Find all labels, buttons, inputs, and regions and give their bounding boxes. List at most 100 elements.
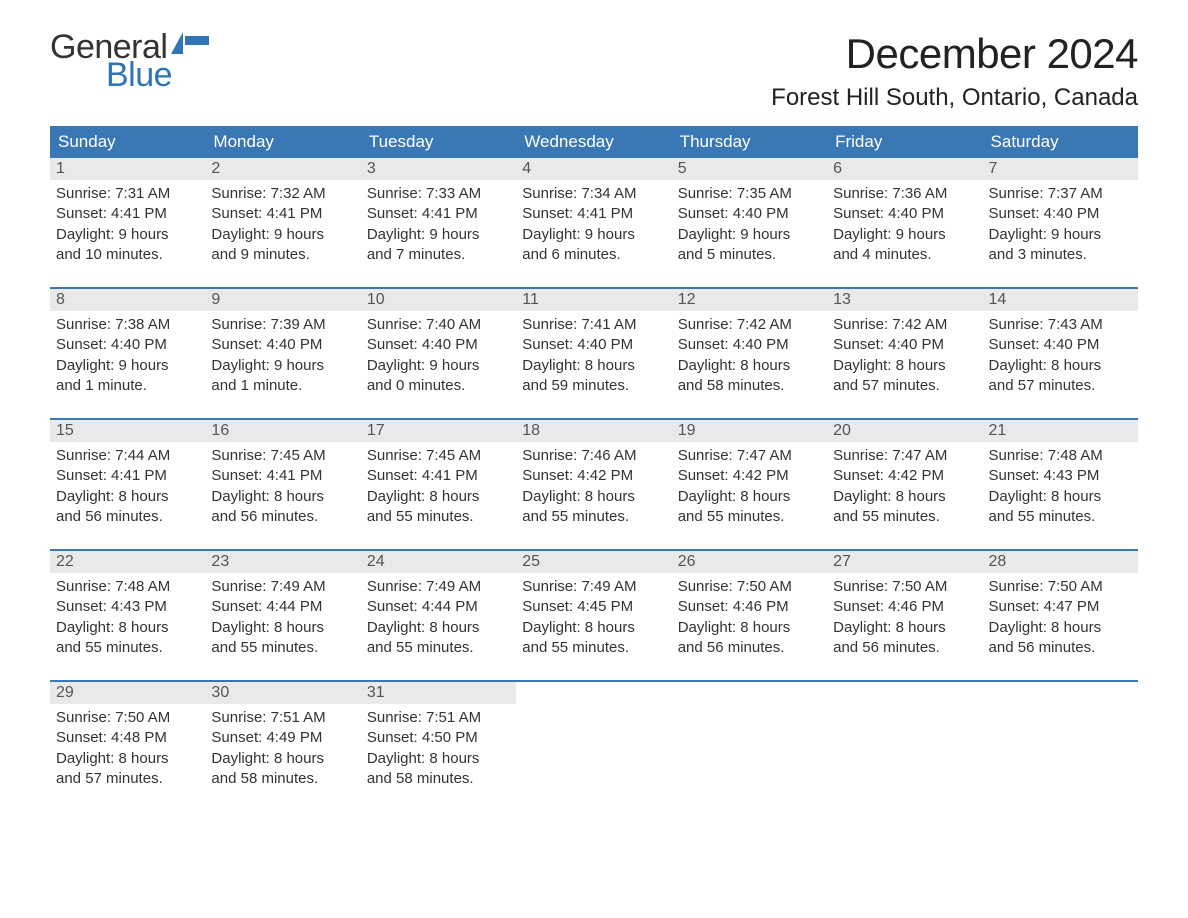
sunrise-text: Sunrise: 7:31 AM (56, 184, 199, 204)
daylight-text-2: and 56 minutes. (56, 507, 199, 527)
day-number: 17 (361, 420, 516, 442)
day-cell: Sunrise: 7:36 AMSunset: 4:40 PMDaylight:… (827, 180, 982, 288)
day-cell: Sunrise: 7:49 AMSunset: 4:44 PMDaylight:… (361, 573, 516, 681)
day-header-row: Sunday Monday Tuesday Wednesday Thursday… (50, 126, 1138, 158)
day-number (672, 682, 827, 704)
day-cell: Sunrise: 7:42 AMSunset: 4:40 PMDaylight:… (672, 311, 827, 419)
day-number: 24 (361, 551, 516, 573)
sunset-text: Sunset: 4:42 PM (522, 466, 665, 486)
day-cell: Sunrise: 7:45 AMSunset: 4:41 PMDaylight:… (205, 442, 360, 550)
day-number: 27 (827, 551, 982, 573)
daylight-text-1: Daylight: 8 hours (211, 618, 354, 638)
daylight-text-2: and 55 minutes. (522, 507, 665, 527)
day-cell: Sunrise: 7:39 AMSunset: 4:40 PMDaylight:… (205, 311, 360, 419)
sunrise-text: Sunrise: 7:34 AM (522, 184, 665, 204)
day-number-row: 891011121314 (50, 289, 1138, 311)
day-cell: Sunrise: 7:31 AMSunset: 4:41 PMDaylight:… (50, 180, 205, 288)
daylight-text-2: and 56 minutes. (833, 638, 976, 658)
day-number-row: 22232425262728 (50, 551, 1138, 573)
sunset-text: Sunset: 4:48 PM (56, 728, 199, 748)
day-number: 21 (983, 420, 1138, 442)
day-number (983, 682, 1138, 704)
sunset-text: Sunset: 4:41 PM (211, 204, 354, 224)
day-cell: Sunrise: 7:50 AMSunset: 4:47 PMDaylight:… (983, 573, 1138, 681)
sunrise-text: Sunrise: 7:49 AM (211, 577, 354, 597)
sunrise-text: Sunrise: 7:49 AM (522, 577, 665, 597)
daylight-text-2: and 56 minutes. (989, 638, 1132, 658)
sunrise-text: Sunrise: 7:39 AM (211, 315, 354, 335)
daylight-text-1: Daylight: 8 hours (833, 618, 976, 638)
daylight-text-1: Daylight: 9 hours (211, 225, 354, 245)
daylight-text-2: and 57 minutes. (833, 376, 976, 396)
daylight-text-1: Daylight: 8 hours (833, 487, 976, 507)
sunset-text: Sunset: 4:44 PM (211, 597, 354, 617)
day-number: 19 (672, 420, 827, 442)
day-cell: Sunrise: 7:34 AMSunset: 4:41 PMDaylight:… (516, 180, 671, 288)
day-number: 31 (361, 682, 516, 704)
day-number: 26 (672, 551, 827, 573)
sunrise-text: Sunrise: 7:47 AM (678, 446, 821, 466)
sunset-text: Sunset: 4:40 PM (989, 204, 1132, 224)
logo: General Blue (50, 30, 211, 92)
daylight-text-1: Daylight: 8 hours (678, 618, 821, 638)
sunrise-text: Sunrise: 7:36 AM (833, 184, 976, 204)
daylight-text-2: and 55 minutes. (367, 638, 510, 658)
sunset-text: Sunset: 4:40 PM (989, 335, 1132, 355)
day-cell: Sunrise: 7:35 AMSunset: 4:40 PMDaylight:… (672, 180, 827, 288)
sunset-text: Sunset: 4:40 PM (211, 335, 354, 355)
sunset-text: Sunset: 4:40 PM (833, 335, 976, 355)
logo-flag-icon (171, 32, 211, 58)
daylight-text-2: and 58 minutes. (211, 769, 354, 789)
day-cell: Sunrise: 7:48 AMSunset: 4:43 PMDaylight:… (983, 442, 1138, 550)
daylight-text-2: and 10 minutes. (56, 245, 199, 265)
page-header: General Blue December 2024 Forest Hill S… (50, 30, 1138, 112)
day-cell (827, 704, 982, 795)
day-cell: Sunrise: 7:47 AMSunset: 4:42 PMDaylight:… (827, 442, 982, 550)
day-number: 8 (50, 289, 205, 311)
daylight-text-2: and 55 minutes. (833, 507, 976, 527)
sunset-text: Sunset: 4:41 PM (211, 466, 354, 486)
sunrise-text: Sunrise: 7:50 AM (833, 577, 976, 597)
month-title: December 2024 (771, 30, 1138, 78)
daylight-text-2: and 0 minutes. (367, 376, 510, 396)
daylight-text-2: and 56 minutes. (678, 638, 821, 658)
daylight-text-1: Daylight: 8 hours (989, 618, 1132, 638)
day-detail-row: Sunrise: 7:44 AMSunset: 4:41 PMDaylight:… (50, 442, 1138, 550)
day-number: 22 (50, 551, 205, 573)
daylight-text-1: Daylight: 9 hours (678, 225, 821, 245)
daylight-text-2: and 58 minutes. (367, 769, 510, 789)
sunrise-text: Sunrise: 7:50 AM (989, 577, 1132, 597)
day-number: 15 (50, 420, 205, 442)
daylight-text-1: Daylight: 9 hours (56, 356, 199, 376)
day-number: 28 (983, 551, 1138, 573)
day-number: 20 (827, 420, 982, 442)
daylight-text-1: Daylight: 8 hours (989, 356, 1132, 376)
day-number: 14 (983, 289, 1138, 311)
sunrise-text: Sunrise: 7:47 AM (833, 446, 976, 466)
day-number: 13 (827, 289, 982, 311)
sunset-text: Sunset: 4:49 PM (211, 728, 354, 748)
sunrise-text: Sunrise: 7:46 AM (522, 446, 665, 466)
day-number-row: 15161718192021 (50, 420, 1138, 442)
daylight-text-1: Daylight: 8 hours (211, 749, 354, 769)
day-cell: Sunrise: 7:49 AMSunset: 4:44 PMDaylight:… (205, 573, 360, 681)
daylight-text-2: and 59 minutes. (522, 376, 665, 396)
day-number: 18 (516, 420, 671, 442)
day-cell: Sunrise: 7:37 AMSunset: 4:40 PMDaylight:… (983, 180, 1138, 288)
sunrise-text: Sunrise: 7:50 AM (678, 577, 821, 597)
sunrise-text: Sunrise: 7:40 AM (367, 315, 510, 335)
daylight-text-1: Daylight: 9 hours (833, 225, 976, 245)
sunrise-text: Sunrise: 7:49 AM (367, 577, 510, 597)
calendar-table: Sunday Monday Tuesday Wednesday Thursday… (50, 126, 1138, 795)
sunset-text: Sunset: 4:40 PM (833, 204, 976, 224)
day-detail-row: Sunrise: 7:38 AMSunset: 4:40 PMDaylight:… (50, 311, 1138, 419)
day-header: Thursday (672, 126, 827, 158)
daylight-text-2: and 5 minutes. (678, 245, 821, 265)
daylight-text-1: Daylight: 8 hours (367, 749, 510, 769)
daylight-text-2: and 55 minutes. (522, 638, 665, 658)
daylight-text-2: and 4 minutes. (833, 245, 976, 265)
sunrise-text: Sunrise: 7:51 AM (211, 708, 354, 728)
sunset-text: Sunset: 4:43 PM (56, 597, 199, 617)
daylight-text-1: Daylight: 8 hours (678, 356, 821, 376)
daylight-text-1: Daylight: 8 hours (989, 487, 1132, 507)
